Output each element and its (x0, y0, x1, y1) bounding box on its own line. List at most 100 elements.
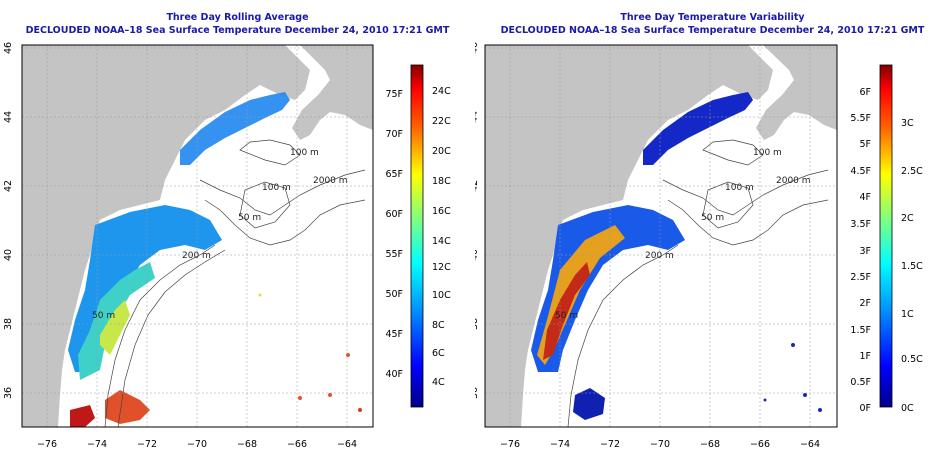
right-colorbar-c-label: 0.5C (901, 354, 923, 365)
left-lat-label: 42 (3, 180, 14, 192)
left-map-panel: Three Day Rolling Average DECLOUDED NOAA… (3, 12, 451, 450)
left-lat-label: 36 (3, 387, 14, 399)
right-land-mass (485, 45, 773, 427)
right-var-point (791, 343, 795, 347)
right-contour-label: 2000 m (776, 176, 811, 186)
left-lon-label: −68 (237, 439, 257, 450)
left-gridlines (22, 45, 373, 427)
left-colorbar-f-label: 45F (385, 329, 403, 340)
left-contour-line (239, 181, 291, 229)
left-colorbar-c-label: 18C (432, 176, 451, 187)
left-contour-label: 2000 m (313, 176, 348, 186)
right-var-point (818, 408, 822, 412)
right-contour-line (667, 199, 829, 246)
right-lon-label: −72 (600, 439, 620, 450)
left-map-svg: 100 m 100 m 2000 m 50 m 200 m 50 m −76 −… (3, 42, 451, 450)
left-map-subtitle: DECLOUDED NOAA–18 Sea Surface Temperatur… (25, 25, 450, 36)
right-map-panel: Three Day Temperature Variability DECLOU… (475, 0, 950, 475)
left-colorbar-c-label: 8C (432, 320, 445, 331)
left-lon-label: −66 (287, 439, 307, 450)
left-sst-point (328, 393, 332, 397)
right-colorbar-f-label: 4F (859, 192, 871, 203)
right-colorbar-f-label: 0F (859, 403, 871, 414)
right-map-svg: 100 m 100 m 2000 m 50 m 200 m 50 m −76 −… (475, 42, 923, 450)
left-contour-label: 50 m (238, 213, 261, 223)
right-colorbar-f-label: 5.5F (850, 113, 871, 124)
left-colorbar-c-label: 20C (432, 146, 451, 157)
right-nova-scotia (756, 45, 837, 140)
right-contour-line (702, 181, 754, 229)
left-colorbar-c-label: 14C (432, 236, 451, 247)
right-var-point (803, 393, 807, 397)
left-colorbar-c-label: 4C (432, 377, 445, 388)
left-colorbar-f-label: 75F (385, 89, 403, 100)
right-colorbar-f-label: 0.5F (850, 377, 871, 388)
right-colorbar-f-label: 4.5F (850, 166, 871, 177)
left-colorbar-c-label: 22C (432, 116, 451, 127)
right-lat-label: 38 (475, 318, 480, 330)
right-contour-line (567, 244, 679, 428)
right-contour-label: 50 m (555, 311, 578, 321)
right-colorbar-f-label: 3F (859, 246, 871, 257)
left-colorbar-c-label: 16C (432, 206, 451, 217)
left-lon-label: −76 (37, 439, 57, 450)
left-colorbar-f-label: 60F (385, 209, 403, 220)
left-contour-label: 200 m (182, 251, 211, 261)
left-lon-label: −70 (187, 439, 207, 450)
right-contour-line (662, 169, 829, 216)
right-var-shelf (531, 205, 685, 372)
right-colorbar-f-label: 1F (859, 351, 871, 362)
right-lon-label: −66 (750, 439, 770, 450)
left-contour-label: 100 m (262, 183, 291, 193)
right-lat-label: 46 (475, 42, 480, 54)
right-colorbar-f-label: 6F (859, 87, 871, 98)
left-contour-line (117, 249, 226, 428)
right-colorbar-c-label: 3C (901, 118, 914, 129)
left-contour-line (104, 244, 216, 428)
right-lon-label: −76 (500, 439, 520, 450)
right-contour-label: 100 m (753, 148, 782, 158)
left-colorbar-c-label: 24C (432, 86, 451, 97)
right-contour-label: 100 m (725, 183, 754, 193)
left-colorbar-f-label: 70F (385, 129, 403, 140)
left-map-title: Three Day Rolling Average (166, 12, 309, 23)
right-gridlines (485, 45, 837, 427)
right-contour-line (702, 139, 764, 166)
left-colorbar-c-label: 10C (432, 290, 451, 301)
left-land-mass (22, 45, 310, 427)
right-lon-label: −64 (800, 439, 820, 450)
right-var-gulf-of-maine (643, 92, 753, 165)
right-colorbar-f-label: 3.5F (850, 219, 871, 230)
left-lat-label: 40 (3, 249, 14, 261)
left-lat-label: 38 (3, 318, 14, 330)
left-colorbar-c-label: 12C (432, 262, 451, 273)
right-contour-label: 50 m (701, 213, 724, 223)
right-colorbar-f-label: 5F (859, 139, 871, 150)
left-contour-line (199, 169, 366, 216)
right-colorbar-c-label: 2C (901, 213, 914, 224)
left-lon-label: −72 (137, 439, 157, 450)
left-colorbar (410, 64, 424, 408)
left-lon-label: −74 (87, 439, 107, 450)
left-sst-point (298, 396, 302, 400)
right-map-title: Three Day Temperature Variability (620, 12, 805, 23)
left-sst-point (258, 293, 262, 297)
left-lat-label: 44 (3, 111, 14, 123)
right-lon-label: −70 (650, 439, 670, 450)
left-contour-label: 100 m (290, 148, 319, 158)
left-lat-label: 46 (3, 42, 14, 54)
left-colorbar-c-label: 6C (432, 348, 445, 359)
right-colorbar-c-label: 1.5C (901, 261, 923, 272)
right-colorbar-c-label: 2.5C (901, 166, 923, 177)
right-colorbar-c-label: 1C (901, 309, 914, 320)
left-sst-gulf-of-maine (180, 92, 290, 165)
right-var-hotspot (543, 262, 590, 360)
right-lat-label: 40 (475, 249, 480, 261)
right-var-point (763, 398, 767, 402)
left-nova-scotia (292, 45, 373, 140)
left-sst-gulf-stream (105, 390, 150, 424)
right-colorbar-c-label: 0C (901, 403, 914, 414)
left-sst-warm-slope (100, 300, 130, 355)
right-colorbar (879, 64, 893, 408)
left-colorbar-f-label: 55F (385, 249, 403, 260)
